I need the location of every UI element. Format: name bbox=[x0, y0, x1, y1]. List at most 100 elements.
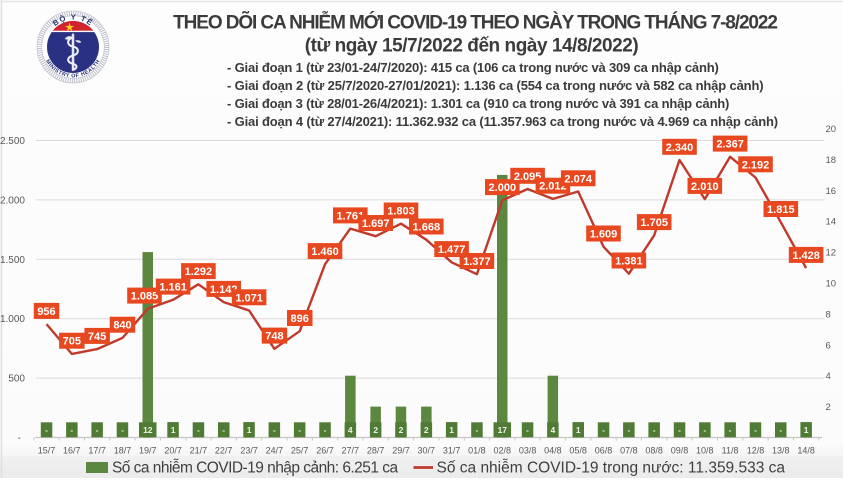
svg-text:1.500: 1.500 bbox=[0, 255, 25, 266]
svg-text:-: - bbox=[197, 425, 200, 435]
svg-text:29/7: 29/7 bbox=[392, 446, 410, 456]
svg-text:956: 956 bbox=[37, 306, 55, 318]
svg-text:07/8: 07/8 bbox=[620, 446, 638, 456]
svg-text:-: - bbox=[121, 425, 124, 435]
svg-text:1.803: 1.803 bbox=[387, 206, 415, 218]
svg-text:-: - bbox=[602, 425, 605, 435]
svg-text:30/7: 30/7 bbox=[418, 446, 436, 456]
svg-text:6: 6 bbox=[826, 340, 831, 351]
svg-text:1.815: 1.815 bbox=[767, 204, 795, 216]
svg-text:21/7: 21/7 bbox=[190, 446, 208, 456]
svg-text:1.761: 1.761 bbox=[337, 210, 365, 222]
svg-text:04/8: 04/8 bbox=[544, 446, 562, 456]
svg-text:-: - bbox=[298, 425, 301, 435]
svg-text:31/7: 31/7 bbox=[443, 446, 461, 456]
svg-text:1.705: 1.705 bbox=[640, 217, 668, 229]
svg-text:-: - bbox=[678, 425, 681, 435]
svg-text:-: - bbox=[18, 433, 21, 444]
svg-text:17/7: 17/7 bbox=[88, 446, 106, 456]
svg-text:1.071: 1.071 bbox=[235, 292, 263, 304]
svg-text:2.367: 2.367 bbox=[716, 139, 744, 151]
svg-text:1.381: 1.381 bbox=[615, 256, 643, 268]
svg-text:-: - bbox=[96, 425, 99, 435]
svg-text:1: 1 bbox=[449, 425, 454, 435]
svg-text:2.000: 2.000 bbox=[0, 195, 25, 206]
svg-text:- Giai đoạn 2 (từ 25/7/2020-27: - Giai đoạn 2 (từ 25/7/2020-27/01/2021):… bbox=[227, 78, 763, 93]
svg-text:2: 2 bbox=[373, 425, 378, 435]
svg-text:16/7: 16/7 bbox=[63, 446, 81, 456]
svg-text:19/7: 19/7 bbox=[139, 446, 157, 456]
svg-text:10: 10 bbox=[826, 279, 837, 290]
svg-text:2.500: 2.500 bbox=[0, 136, 25, 147]
svg-text:24/7: 24/7 bbox=[266, 446, 284, 456]
svg-text:1.428: 1.428 bbox=[792, 250, 820, 262]
svg-text:2.012: 2.012 bbox=[539, 181, 567, 193]
svg-text:2: 2 bbox=[399, 425, 404, 435]
svg-text:12: 12 bbox=[143, 425, 153, 435]
svg-text:- Giai đoạn 3 (từ 28/01-26/4/2: - Giai đoạn 3 (từ 28/01-26/4/2021): 1.30… bbox=[227, 96, 729, 111]
svg-text:18/7: 18/7 bbox=[114, 446, 132, 456]
svg-text:2.192: 2.192 bbox=[742, 159, 770, 171]
svg-text:-: - bbox=[526, 425, 529, 435]
svg-text:03/8: 03/8 bbox=[519, 446, 537, 456]
svg-text:08/8: 08/8 bbox=[645, 446, 663, 456]
svg-text:1.609: 1.609 bbox=[590, 229, 618, 241]
svg-text:11/8: 11/8 bbox=[722, 446, 739, 456]
svg-text:15/7: 15/7 bbox=[38, 446, 56, 456]
svg-text:26/7: 26/7 bbox=[316, 446, 334, 456]
svg-text:2: 2 bbox=[826, 402, 831, 413]
svg-text:09/8: 09/8 bbox=[671, 446, 689, 456]
svg-text:-: - bbox=[779, 425, 782, 435]
svg-text:23/7: 23/7 bbox=[240, 446, 258, 456]
svg-text:2.010: 2.010 bbox=[691, 181, 719, 193]
svg-text:2: 2 bbox=[424, 425, 429, 435]
svg-text:THEO DÕI CA NHIỄM MỚI COVID-19: THEO DÕI CA NHIỄM MỚI COVID-19 THEO NGÀY… bbox=[173, 12, 777, 34]
svg-text:1.697: 1.697 bbox=[362, 218, 390, 230]
svg-text:1.000: 1.000 bbox=[0, 314, 25, 325]
svg-text:4: 4 bbox=[348, 425, 353, 435]
svg-text:25/7: 25/7 bbox=[291, 446, 309, 456]
svg-text:13/8: 13/8 bbox=[772, 446, 790, 456]
svg-text:18: 18 bbox=[826, 155, 837, 166]
svg-text:705: 705 bbox=[63, 336, 81, 348]
svg-text:-: - bbox=[754, 425, 757, 435]
svg-text:1.477: 1.477 bbox=[438, 244, 466, 256]
svg-text:10/8: 10/8 bbox=[696, 446, 714, 456]
svg-text:1.142: 1.142 bbox=[210, 284, 238, 296]
svg-text:-: - bbox=[324, 425, 327, 435]
svg-text:17: 17 bbox=[498, 425, 508, 435]
svg-text:- Giai đoạn 1 (từ 23/01-24/7/2: - Giai đoạn 1 (từ 23/01-24/7/2020): 415 … bbox=[227, 60, 719, 75]
svg-text:8: 8 bbox=[826, 309, 831, 320]
svg-text:(từ ngày 15/7/2022 đến ngày 14: (từ ngày 15/7/2022 đến ngày 14/8/2022) bbox=[305, 36, 639, 57]
svg-text:1.668: 1.668 bbox=[413, 222, 441, 234]
svg-text:2.340: 2.340 bbox=[666, 142, 694, 154]
svg-text:1: 1 bbox=[576, 425, 581, 435]
svg-text:06/8: 06/8 bbox=[595, 446, 613, 456]
svg-text:1.085: 1.085 bbox=[131, 291, 159, 303]
svg-text:4: 4 bbox=[551, 425, 556, 435]
svg-text:14/8: 14/8 bbox=[797, 446, 815, 456]
svg-text:1: 1 bbox=[171, 425, 176, 435]
svg-text:2.000: 2.000 bbox=[489, 182, 517, 194]
svg-text:1: 1 bbox=[247, 425, 252, 435]
svg-text:02/8: 02/8 bbox=[494, 446, 512, 456]
svg-text:1.460: 1.460 bbox=[311, 246, 339, 258]
svg-text:16: 16 bbox=[826, 186, 837, 197]
svg-text:20/7: 20/7 bbox=[164, 446, 182, 456]
svg-text:-: - bbox=[45, 425, 48, 435]
svg-text:01/8: 01/8 bbox=[468, 446, 486, 456]
svg-text:05/8: 05/8 bbox=[569, 446, 587, 456]
svg-text:1.292: 1.292 bbox=[185, 266, 213, 278]
svg-text:27/7: 27/7 bbox=[342, 446, 360, 456]
svg-text:20: 20 bbox=[826, 124, 837, 135]
svg-text:12/8: 12/8 bbox=[747, 446, 765, 456]
svg-text:12: 12 bbox=[826, 248, 837, 259]
svg-text:28/7: 28/7 bbox=[367, 446, 385, 456]
svg-text:-: - bbox=[222, 425, 225, 435]
svg-text:2.074: 2.074 bbox=[564, 173, 592, 185]
svg-text:745: 745 bbox=[88, 331, 106, 343]
svg-text:-: - bbox=[653, 425, 656, 435]
svg-text:Số ca nhiễm COVID-19 trong nướ: Số ca nhiễm COVID-19 trong nước: 11.359.… bbox=[437, 460, 786, 477]
svg-text:-: - bbox=[627, 425, 630, 435]
svg-text:500: 500 bbox=[8, 374, 25, 385]
